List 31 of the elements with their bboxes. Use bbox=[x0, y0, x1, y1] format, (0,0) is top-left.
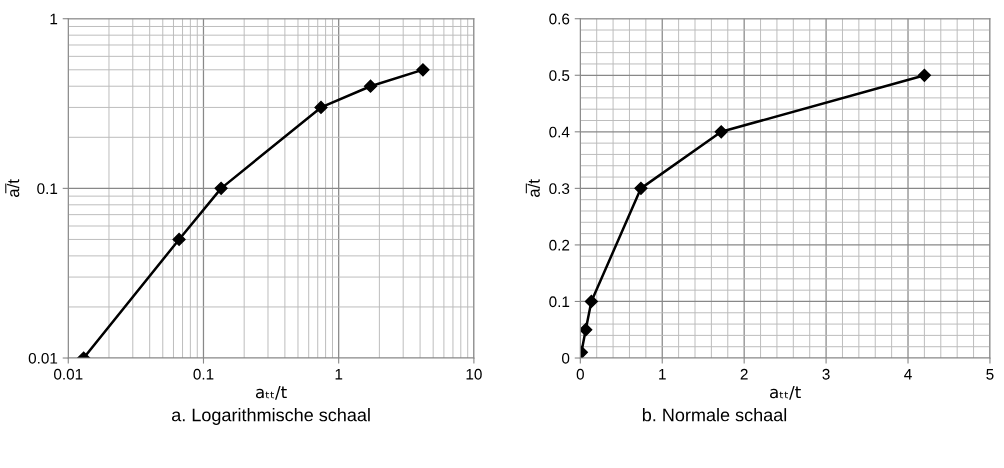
y-axis-title: a̅/t bbox=[5, 179, 20, 197]
x-tick-label: 4 bbox=[904, 369, 912, 380]
x-tick-label: 3 bbox=[822, 368, 830, 380]
x-tick-label: 0.1 bbox=[193, 368, 214, 380]
point bbox=[634, 181, 648, 195]
x-tick-label: 0.01 bbox=[54, 368, 83, 380]
x-tick-label: 1 bbox=[659, 369, 666, 380]
y-axis-title: a̅/t bbox=[525, 179, 540, 197]
x-axis-title: aₜₜ/t bbox=[255, 385, 287, 400]
y-tick-label: 0 bbox=[562, 352, 570, 364]
x-tick-label: 0 bbox=[576, 368, 584, 380]
x-tick-label: 10 bbox=[466, 368, 482, 380]
y-tick-label: 0.01 bbox=[28, 352, 58, 364]
x-tick-label: 2 bbox=[740, 368, 748, 380]
y-tick-label: 0.3 bbox=[549, 183, 570, 195]
y-tick-label: 1 bbox=[50, 13, 58, 25]
x-tick-label: 1 bbox=[335, 369, 343, 380]
point bbox=[917, 68, 931, 82]
point bbox=[714, 125, 728, 139]
y-tick-label: 0.2 bbox=[549, 239, 570, 251]
x-tick-label: 5 bbox=[986, 369, 994, 380]
text: a. Logarithmische schaal bbox=[171, 408, 370, 425]
y-tick-label: 0.4 bbox=[549, 126, 570, 138]
y-tick-label: 0.5 bbox=[549, 70, 570, 81]
y-tick-label: 0.6 bbox=[549, 13, 570, 25]
y-tick-label: 0.1 bbox=[549, 296, 570, 308]
y-tick-label: 0.1 bbox=[37, 183, 58, 195]
point bbox=[584, 294, 598, 309]
point bbox=[580, 323, 593, 337]
text: b. Normale schaal bbox=[642, 408, 787, 422]
x-axis-title: aₜₜ/t bbox=[770, 385, 801, 400]
